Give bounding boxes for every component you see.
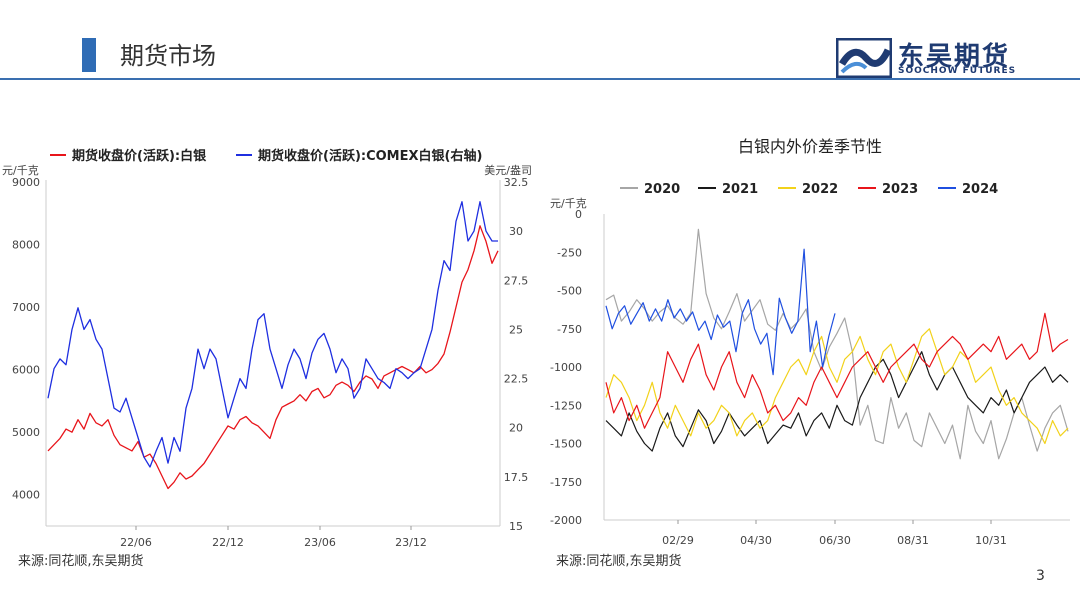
page-title: 期货市场	[120, 42, 216, 70]
series-line-2020	[605, 228, 1069, 460]
legend-label-2020: 2020	[644, 182, 680, 197]
right-unit-label: 美元/盎司	[484, 163, 532, 177]
series-line-1	[47, 225, 499, 490]
x-tick-04-30: 04/30	[740, 534, 772, 547]
right-y-tick-22-5: 22.5	[504, 373, 529, 386]
y-tick-0: 0	[575, 208, 582, 221]
right-y-tick-17-5: 17.5	[504, 471, 529, 484]
left-y-tick-5000: 5000	[12, 426, 40, 439]
left-y-tick-6000: 6000	[12, 364, 40, 377]
header-accent-bar	[82, 38, 96, 72]
x-tick-02-29: 02/29	[662, 534, 694, 547]
chart-left-price: 期货收盘价(活跃):白银 期货收盘价(活跃):COMEX白银(右轴) 元/千克 美元/…	[2, 148, 532, 549]
header-divider	[0, 78, 1080, 80]
page-number: 3	[1036, 568, 1045, 584]
x-tick-10-31: 10/31	[975, 534, 1007, 547]
right-y-tick-30: 30	[509, 225, 523, 238]
logo-mark-icon	[835, 37, 893, 79]
y-tick-750: -750	[557, 323, 582, 336]
series-line-2022	[605, 328, 1069, 445]
left-unit-label: 元/千克	[2, 164, 39, 177]
right-y-tick-32-5: 32.5	[504, 176, 529, 189]
x-tick-22-12: 22/12	[212, 536, 244, 549]
x-tick-06-30: 06/30	[819, 534, 851, 547]
logo-text-en: SOOCHOW FUTURES	[898, 66, 1017, 76]
legend-label-1: 期货收盘价(活跃):白银	[72, 148, 207, 164]
legend-label-2023: 2023	[882, 182, 918, 197]
company-logo: 东吴期货 SOOCHOW FUTURES	[835, 37, 1046, 79]
x-tick-08-31: 08/31	[897, 534, 929, 547]
right-y-tick-20: 20	[509, 422, 523, 435]
series-line-2	[47, 201, 498, 468]
left-y-tick-7000: 7000	[12, 301, 40, 314]
y-unit-label: 元/千克	[550, 197, 587, 210]
legend-label-2022: 2022	[802, 182, 838, 197]
legend-label-2021: 2021	[722, 182, 758, 197]
right-source-note: 来源:同花顺,东吴期货	[556, 554, 682, 569]
y-tick-500: -500	[557, 285, 582, 298]
right-y-tick-15: 15	[509, 520, 523, 533]
chart-title: 白银内外价差季节性	[738, 137, 882, 156]
y-tick-2000: -2000	[550, 514, 582, 527]
y-tick-1250: -1250	[550, 399, 582, 412]
y-tick-1750: -1750	[550, 476, 582, 489]
series-line-2021	[605, 351, 1069, 452]
x-tick-23-12: 23/12	[395, 536, 427, 549]
legend-label-2: 期货收盘价(活跃):COMEX白银(右轴)	[258, 148, 482, 164]
left-y-tick-8000: 8000	[12, 239, 40, 252]
logo-text-cn: 东吴期货	[898, 42, 1011, 72]
left-y-tick-4000: 4000	[12, 489, 40, 502]
series-line-2024	[605, 248, 836, 376]
y-tick-1500: -1500	[550, 438, 582, 451]
x-tick-23-06: 23/06	[304, 536, 336, 549]
legend-label-2024: 2024	[962, 182, 998, 197]
y-tick-250: -250	[557, 246, 582, 259]
right-y-tick-27-5: 27.5	[504, 274, 529, 287]
left-source-note: 来源:同花顺,东吴期货	[18, 554, 144, 569]
x-tick-22-06: 22/06	[120, 536, 152, 549]
left-y-tick-9000: 9000	[12, 176, 40, 189]
right-y-tick-25: 25	[509, 323, 523, 336]
y-tick-1000: -1000	[550, 361, 582, 374]
series-line-2023	[605, 312, 1069, 429]
